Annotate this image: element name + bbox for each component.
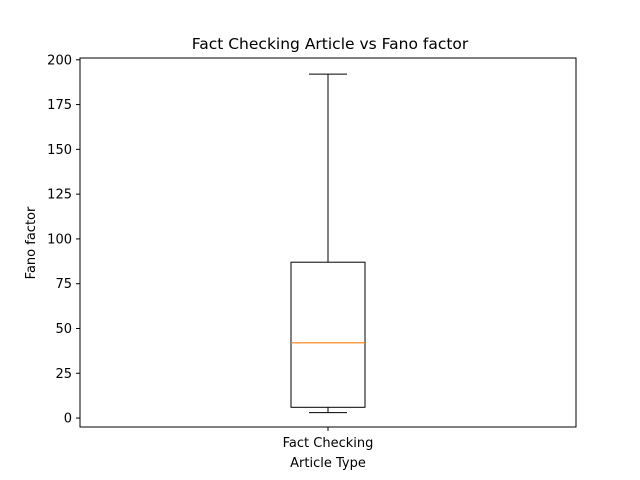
x-axis-label: Article Type xyxy=(290,456,366,471)
box-plot-marks xyxy=(290,73,366,414)
y-tick-label: 150 xyxy=(47,143,72,158)
interquartile-box xyxy=(290,261,366,408)
y-tick-label: 125 xyxy=(47,188,72,203)
x-axis-ticks: Fact Checking xyxy=(283,427,374,451)
y-tick-label: 175 xyxy=(47,98,72,113)
y-axis-label: Fano factor xyxy=(24,206,39,279)
y-tick-label: 75 xyxy=(55,277,72,292)
y-tick-label: 200 xyxy=(47,53,72,68)
y-axis-ticks: 0 25 50 75 100 125 150 175 200 xyxy=(47,53,80,427)
y-tick-label: 25 xyxy=(55,367,72,382)
y-tick-label: 0 xyxy=(64,412,72,427)
y-tick-label: 100 xyxy=(47,232,72,247)
x-tick-label: Fact Checking xyxy=(283,436,374,451)
chart-title: Fact Checking Article vs Fano factor xyxy=(192,35,469,53)
y-tick-label: 50 xyxy=(55,322,72,337)
